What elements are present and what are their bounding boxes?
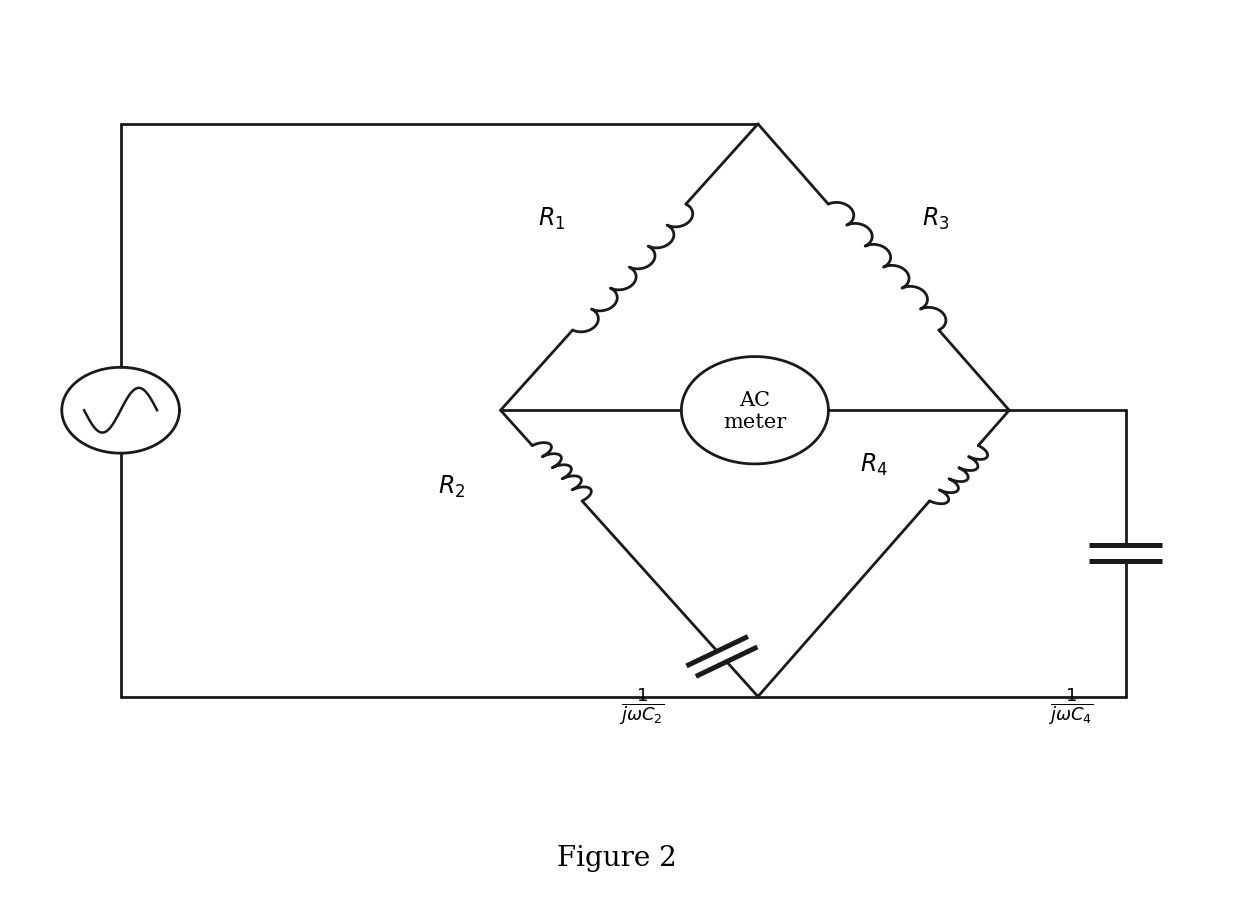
Text: $R_4$: $R_4$ <box>860 451 888 477</box>
Text: $R_3$: $R_3$ <box>922 206 949 232</box>
Text: $\dfrac{1}{j\omega C_2}$: $\dfrac{1}{j\omega C_2}$ <box>619 686 664 726</box>
Text: $\dfrac{1}{j\omega C_4}$: $\dfrac{1}{j\omega C_4}$ <box>1048 686 1093 726</box>
Text: $R_2$: $R_2$ <box>438 474 465 500</box>
Text: Figure 2: Figure 2 <box>557 844 677 871</box>
Text: AC
meter: AC meter <box>723 391 786 431</box>
Text: $R_1$: $R_1$ <box>538 206 565 232</box>
